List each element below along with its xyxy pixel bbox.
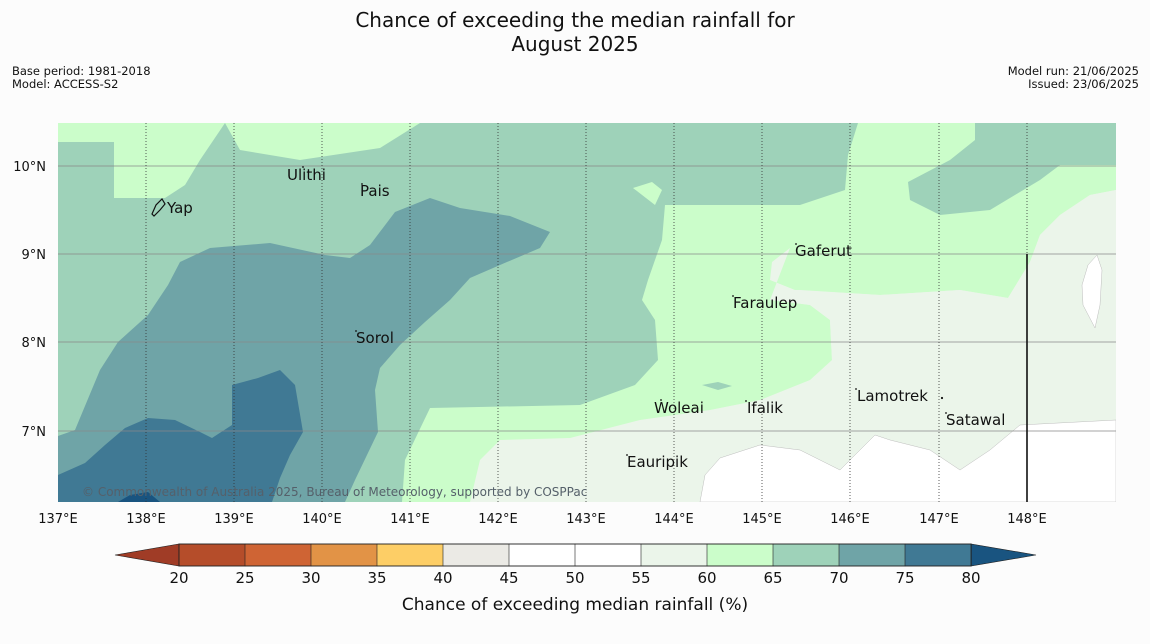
colorbar-bin [574, 543, 642, 567]
colorbar-tick-label: 35 [367, 569, 386, 587]
zone-75-80 [58, 370, 303, 502]
lon-label-138e: 138°E [126, 512, 166, 527]
copyright-credit: © Commonwealth of Australia 2025, Bureau… [82, 485, 587, 499]
lon-label-148e: 148°E [1007, 512, 1047, 527]
colorbar-frame [178, 543, 972, 567]
map-title: Chance of exceeding the median rainfall … [0, 8, 1150, 56]
zone-above-80 [118, 492, 160, 502]
zone-60-65-blob [633, 182, 662, 205]
colorbar-bin [376, 543, 444, 567]
zone-55-60-east [470, 190, 1116, 502]
colorbar-bin [772, 543, 840, 567]
zone-55-60-north [775, 190, 1116, 360]
lon-label-137e: 137°E [38, 512, 78, 527]
model-run-text: Model run: 21/06/2025 [1007, 64, 1139, 78]
colorbar-tick-label: 25 [235, 569, 254, 587]
colorbar-bin [442, 543, 510, 567]
place-label-lamotrek: Lamotrek [857, 387, 928, 405]
place-label-yap: Yap [166, 199, 193, 217]
meta-left: Base period: 1981-2018 Model: ACCESS-S2 [12, 65, 151, 91]
colorbar-tick-label: 50 [565, 569, 584, 587]
lon-label-146e: 146°E [830, 512, 870, 527]
colorbar-bin [244, 543, 312, 567]
colorbar-bin [838, 543, 906, 567]
zone-60-65-topleft [58, 123, 225, 198]
colorbar-tick-label: 30 [301, 569, 320, 587]
colorbar-tick-label: 60 [697, 569, 716, 587]
place-label-sorol: Sorol [356, 329, 394, 347]
colorbar-bin [508, 543, 576, 567]
colorbar-under-arrow [114, 543, 180, 567]
zone-65-70-small [702, 382, 732, 390]
zone-45-55-blob [1081, 254, 1103, 329]
lon-label-144e: 144°E [654, 512, 694, 527]
colorbar-bin [904, 543, 972, 567]
place-label-ulithi: Ulithi [287, 166, 326, 184]
colorbar-tick-label: 40 [433, 569, 452, 587]
issued-text: Issued: 23/06/2025 [1028, 77, 1139, 91]
place-label-ifalik: Ifalik [747, 399, 783, 417]
place-label-woleai: Woleai [654, 399, 704, 417]
lat-label-7n: 7°N [22, 425, 47, 440]
place-label-pais: Pais [360, 182, 390, 200]
place-label-eauripik: Eauripik [627, 453, 688, 471]
yap-island-shape [151, 198, 166, 217]
lon-label-140e: 140°E [302, 512, 342, 527]
lon-label-147e: 147°E [919, 512, 959, 527]
colorbar: 20 25 30 35 40 45 50 55 60 65 70 75 80 Chance of exc… [114, 543, 1037, 615]
colorbar-bin [706, 543, 774, 567]
place-label-faraulep: Faraulep [733, 294, 797, 312]
colorbar-bin [178, 543, 246, 567]
map-area: Ulithi Pais Yap Gaferut Faraulep Sorol L… [58, 123, 1116, 502]
lon-label-139e: 139°E [214, 512, 254, 527]
colorbar-tick-label: 70 [829, 569, 848, 587]
lat-label-9n: 9°N [22, 248, 47, 263]
lon-label-142e: 142°E [478, 512, 518, 527]
place-label-satawal: Satawal [946, 411, 1005, 429]
lon-label-145e: 145°E [742, 512, 782, 527]
colorbar-tick-label: 45 [499, 569, 518, 587]
colorbar-tick-label: 20 [169, 569, 188, 587]
colorbar-tick-label: 65 [763, 569, 782, 587]
model-text: Model: ACCESS-S2 [12, 77, 119, 91]
lon-label-141e: 141°E [390, 512, 430, 527]
lat-label-10n: 10°N [13, 160, 46, 175]
longitude-labels: 137°E 138°E 139°E 140°E 141°E 142°E 143°… [38, 512, 1047, 527]
colorbar-tick-label: 75 [895, 569, 914, 587]
map-title-line2: August 2025 [511, 32, 639, 56]
base-period-text: Base period: 1981-2018 [12, 64, 151, 78]
lat-label-8n: 8°N [22, 336, 47, 351]
colorbar-title: Chance of exceeding median rainfall (%) [402, 595, 748, 615]
meta-right: Model run: 21/06/2025 Issued: 23/06/2025 [1008, 65, 1139, 91]
colorbar-over-arrow [970, 543, 1037, 567]
lon-label-143e: 143°E [566, 512, 606, 527]
map-title-line1: Chance of exceeding the median rainfall … [355, 8, 795, 32]
place-label-gaferut: Gaferut [795, 242, 852, 260]
colorbar-bin [640, 543, 708, 567]
colorbar-tick-label: 80 [961, 569, 980, 587]
zone-60-65-top [225, 123, 420, 160]
colorbar-tick-label: 55 [631, 569, 650, 587]
island-dots [302, 166, 947, 456]
colorbar-bin [310, 543, 378, 567]
